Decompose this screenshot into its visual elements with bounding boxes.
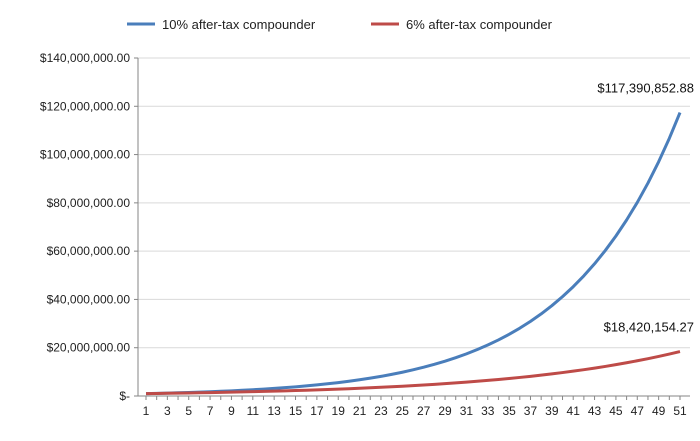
y-tick-label: $60,000,000.00 — [47, 244, 131, 258]
x-tick-label: 35 — [502, 404, 516, 418]
legend-label: 10% after-tax compounder — [162, 17, 316, 32]
x-tick-label: 7 — [207, 404, 214, 418]
y-tick-label: $100,000,000.00 — [40, 148, 130, 162]
legend-label: 6% after-tax compounder — [406, 17, 553, 32]
x-tick-label: 23 — [374, 404, 388, 418]
gridlines — [138, 57, 690, 349]
x-tick-label: 51 — [673, 404, 687, 418]
x-tick-label: 41 — [567, 404, 581, 418]
x-tick-label: 19 — [332, 404, 346, 418]
y-tick-label: $120,000,000.00 — [40, 99, 130, 113]
x-tick-label: 33 — [481, 404, 495, 418]
y-tick-label: $- — [119, 389, 130, 403]
x-tick-label: 3 — [164, 404, 171, 418]
y-tick-label: $80,000,000.00 — [47, 196, 131, 210]
x-tick-label: 1 — [143, 404, 150, 418]
x-tick-label: 17 — [310, 404, 324, 418]
x-tick-label: 5 — [185, 404, 192, 418]
x-tick-label: 43 — [588, 404, 602, 418]
series-lines — [145, 112, 682, 396]
series-line-2 — [145, 350, 681, 396]
x-tick-label: 13 — [267, 404, 281, 418]
axes: $- $20,000,000.00 $40,000,000.00 $60,000,00… — [40, 51, 690, 418]
series-end-label-1: $117,390,852.88 — [597, 81, 694, 96]
y-tick-label: $20,000,000.00 — [47, 341, 131, 355]
x-tick-label: 31 — [460, 404, 474, 418]
x-tick-label: 37 — [524, 404, 538, 418]
x-tick-label: 49 — [652, 404, 666, 418]
legend: 10% after-tax compounder 6% after-tax com… — [127, 17, 553, 32]
x-tick-label: 21 — [353, 404, 367, 418]
x-tick-label: 47 — [631, 404, 645, 418]
x-tick-label: 27 — [417, 404, 431, 418]
x-tick-label: 25 — [396, 404, 410, 418]
x-tick-label: 45 — [609, 404, 623, 418]
series-end-label-2: $18,420,154.27 — [604, 320, 694, 335]
y-tick-label: $140,000,000.00 — [40, 51, 130, 65]
x-tick-label: 15 — [289, 404, 303, 418]
data-labels: $117,390,852.88 $18,420,154.27 — [597, 81, 694, 335]
x-tick-label: 39 — [545, 404, 559, 418]
y-tick-label: $40,000,000.00 — [47, 292, 131, 306]
x-tick-label: 29 — [438, 404, 452, 418]
legend-item-1: 10% after-tax compounder — [127, 17, 316, 32]
x-tick-label: 11 — [247, 404, 260, 418]
legend-item-2: 6% after-tax compounder — [371, 17, 553, 32]
x-tick-label: 9 — [228, 404, 235, 418]
